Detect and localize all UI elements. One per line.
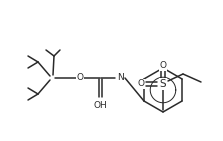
Text: S: S bbox=[160, 79, 166, 89]
Text: N: N bbox=[117, 73, 123, 82]
Text: O: O bbox=[138, 80, 145, 89]
Text: OH: OH bbox=[93, 101, 107, 110]
Text: O: O bbox=[159, 61, 167, 70]
Text: O: O bbox=[76, 73, 83, 82]
